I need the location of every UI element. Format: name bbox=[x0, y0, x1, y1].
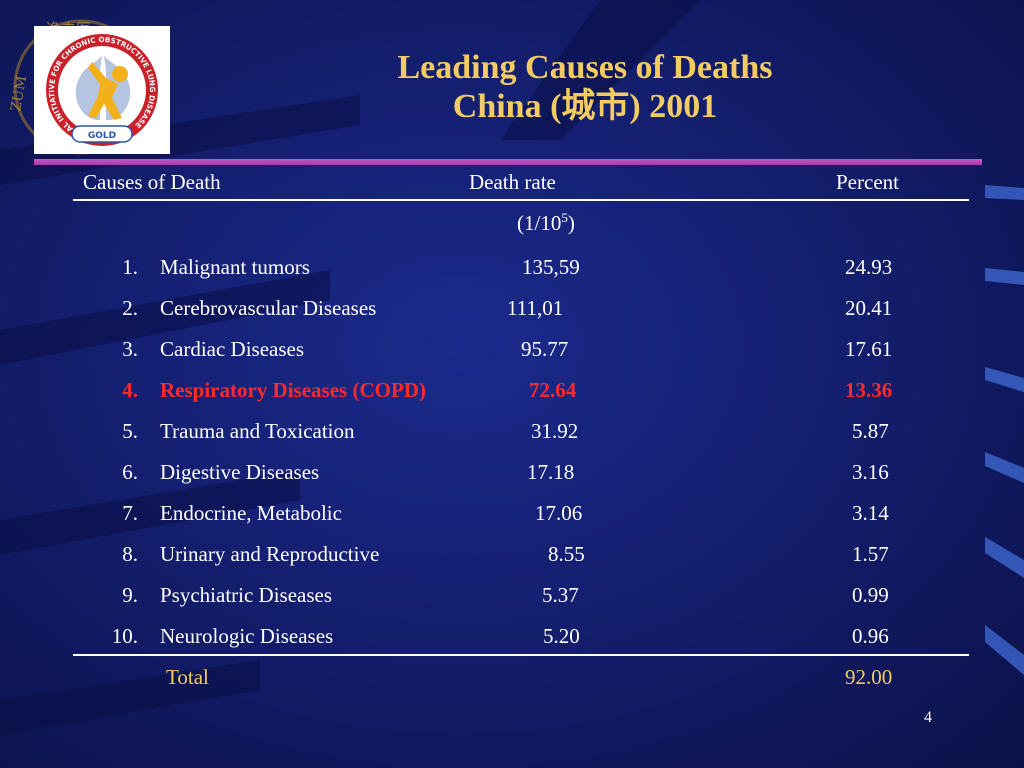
rate-unit: (1/105) bbox=[517, 210, 575, 235]
row-percent: 1.57 bbox=[852, 542, 889, 566]
header-death-rate: Death rate bbox=[469, 170, 556, 194]
header-divider bbox=[73, 199, 969, 201]
row-cause: Endocrine, Metabolic bbox=[160, 501, 342, 525]
row-rate: 5.20 bbox=[543, 624, 580, 648]
row-percent: 20.41 bbox=[845, 296, 893, 320]
row-rate: 111,01 bbox=[507, 296, 564, 320]
row-percent: 3.16 bbox=[852, 460, 889, 484]
watermark-side-text: ZUM bbox=[8, 75, 30, 113]
row-cause: Psychiatric Diseases bbox=[160, 583, 333, 607]
row-number: 3. bbox=[122, 337, 138, 361]
title-line-1: Leading Causes of Deaths bbox=[397, 49, 773, 86]
row-number: 4. bbox=[122, 378, 138, 402]
row-cause: Digestive Diseases bbox=[160, 460, 320, 484]
row-rate: 95.77 bbox=[521, 337, 569, 361]
row-number: 9. bbox=[122, 583, 138, 607]
row-percent: 3.14 bbox=[852, 501, 889, 525]
title-divider bbox=[34, 159, 982, 165]
row-number: 7. bbox=[122, 501, 138, 525]
row-rate: 17.06 bbox=[535, 501, 583, 525]
row-cause: Urinary and Reproductive bbox=[160, 542, 380, 566]
row-rate: 135,59 bbox=[522, 255, 580, 279]
row-cause: Trauma and Toxication bbox=[160, 419, 355, 443]
row-number: 5. bbox=[122, 419, 138, 443]
row-percent: 24.93 bbox=[845, 255, 893, 279]
row-cause: Malignant tumors bbox=[160, 255, 310, 279]
total-divider bbox=[73, 654, 969, 656]
page-number: 4 bbox=[924, 709, 932, 726]
row-rate: 72.64 bbox=[529, 378, 577, 402]
row-rate: 17.18 bbox=[527, 460, 575, 484]
row-percent: 0.96 bbox=[852, 624, 889, 648]
row-cause: Neurologic Diseases bbox=[160, 624, 334, 648]
total-percent: 92.00 bbox=[845, 665, 893, 689]
slide-title: Leading Causes of Deaths China (城市) 2001 bbox=[340, 48, 830, 126]
row-rate: 31.92 bbox=[531, 419, 579, 443]
header-percent: Percent bbox=[836, 170, 899, 194]
row-rate: 5.37 bbox=[542, 583, 579, 607]
row-percent: 13.36 bbox=[845, 378, 893, 402]
row-number: 6. bbox=[122, 460, 138, 484]
row-number: 2. bbox=[122, 296, 138, 320]
row-number: 1. bbox=[122, 255, 138, 279]
row-percent: 5.87 bbox=[852, 419, 889, 443]
row-number: 8. bbox=[122, 542, 138, 566]
row-rate: 8.55 bbox=[548, 542, 585, 566]
row-cause: Respiratory Diseases (COPD) bbox=[160, 378, 426, 402]
title-line-2: China (城市) 2001 bbox=[452, 88, 718, 125]
total-label: Total bbox=[166, 665, 209, 689]
row-cause: Cardiac Diseases bbox=[160, 337, 305, 361]
row-cause: Cerebrovascular Diseases bbox=[160, 296, 377, 320]
logo-label: GOLD bbox=[88, 131, 116, 141]
row-percent: 17.61 bbox=[845, 337, 893, 361]
gold-logo: GLOBAL INITIATIVE FOR CHRONIC OBSTRUCTIV… bbox=[34, 26, 170, 154]
row-percent: 0.99 bbox=[852, 583, 889, 607]
header-causes: Causes of Death bbox=[83, 170, 221, 194]
row-number: 10. bbox=[111, 624, 138, 648]
